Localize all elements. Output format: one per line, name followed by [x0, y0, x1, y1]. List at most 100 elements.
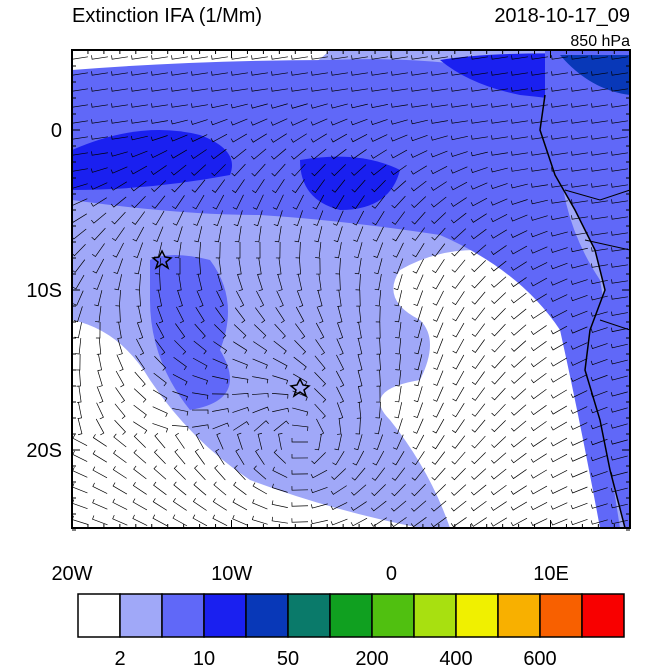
barb	[550, 518, 568, 526]
barb	[551, 87, 568, 92]
barb	[150, 150, 168, 159]
barb	[570, 519, 588, 526]
ticks	[71, 49, 631, 531]
barb	[370, 149, 387, 159]
barb	[590, 471, 608, 478]
barb	[611, 215, 628, 220]
barb	[531, 71, 548, 76]
barb	[151, 103, 168, 108]
barb	[391, 71, 408, 76]
barb	[330, 502, 348, 511]
colorbar-box	[371, 593, 415, 638]
barb	[611, 87, 628, 92]
barb	[411, 103, 428, 108]
barb	[151, 71, 168, 76]
barb	[374, 418, 382, 435]
barb	[356, 289, 361, 307]
barb	[310, 103, 328, 109]
barb	[253, 341, 268, 354]
barb	[411, 55, 428, 60]
barb	[357, 370, 363, 388]
barb	[450, 212, 467, 224]
barb	[373, 258, 383, 275]
barb	[117, 322, 122, 339]
barb	[271, 500, 288, 508]
barb	[471, 339, 485, 353]
barb	[191, 87, 208, 92]
barb	[550, 341, 568, 351]
barb	[550, 453, 568, 463]
barb	[251, 393, 269, 398]
barb	[151, 55, 168, 60]
colorbar-box	[497, 593, 541, 638]
barb	[157, 290, 163, 307]
barb	[232, 515, 248, 526]
barb	[570, 279, 588, 285]
barb	[530, 518, 548, 526]
barb	[471, 468, 487, 480]
barb	[390, 149, 408, 159]
barb	[376, 385, 381, 403]
barb	[511, 135, 528, 140]
barb	[511, 308, 527, 320]
barb	[351, 71, 368, 76]
barb	[351, 55, 368, 60]
barb	[251, 163, 266, 177]
barb	[610, 503, 628, 509]
lon-label: 10W	[211, 563, 252, 585]
barb	[252, 376, 269, 384]
barb	[413, 402, 424, 418]
barb	[112, 498, 128, 510]
barb	[290, 118, 308, 126]
barb	[511, 71, 528, 76]
barb	[77, 402, 82, 419]
barb	[471, 355, 485, 370]
barb	[510, 230, 528, 238]
barb	[375, 290, 382, 307]
barb	[490, 183, 508, 190]
colorbar-label: 50	[277, 648, 299, 667]
barb	[291, 148, 307, 160]
barb	[471, 484, 487, 496]
barb	[216, 432, 224, 450]
barb	[91, 243, 105, 258]
barb	[610, 375, 628, 381]
barb	[394, 306, 402, 323]
barb	[570, 438, 588, 446]
barb	[131, 55, 148, 60]
barb	[350, 103, 368, 109]
barb	[156, 306, 164, 324]
barb	[133, 404, 147, 419]
barb	[111, 196, 127, 208]
barb	[174, 340, 187, 355]
barb	[591, 247, 608, 252]
barb	[134, 371, 146, 387]
barb	[194, 226, 203, 243]
barb	[317, 290, 323, 308]
barb	[610, 407, 628, 413]
barb	[490, 167, 508, 173]
barb	[91, 151, 108, 156]
barb	[530, 277, 548, 287]
barb	[171, 71, 188, 76]
barb	[611, 263, 628, 268]
barb	[310, 118, 328, 126]
barb	[194, 465, 206, 481]
barb	[250, 118, 268, 126]
barb	[152, 514, 168, 527]
barb	[471, 260, 486, 273]
barb	[432, 402, 444, 418]
barb	[590, 406, 608, 414]
barb	[197, 274, 203, 292]
barb	[311, 71, 328, 76]
barb	[591, 263, 608, 268]
barb	[130, 165, 148, 175]
barb	[430, 166, 448, 175]
barb	[391, 87, 408, 92]
barb	[372, 450, 385, 466]
barb	[471, 419, 486, 433]
barb	[296, 257, 302, 275]
barb	[471, 71, 488, 76]
barb	[570, 294, 588, 302]
barb	[510, 261, 527, 271]
